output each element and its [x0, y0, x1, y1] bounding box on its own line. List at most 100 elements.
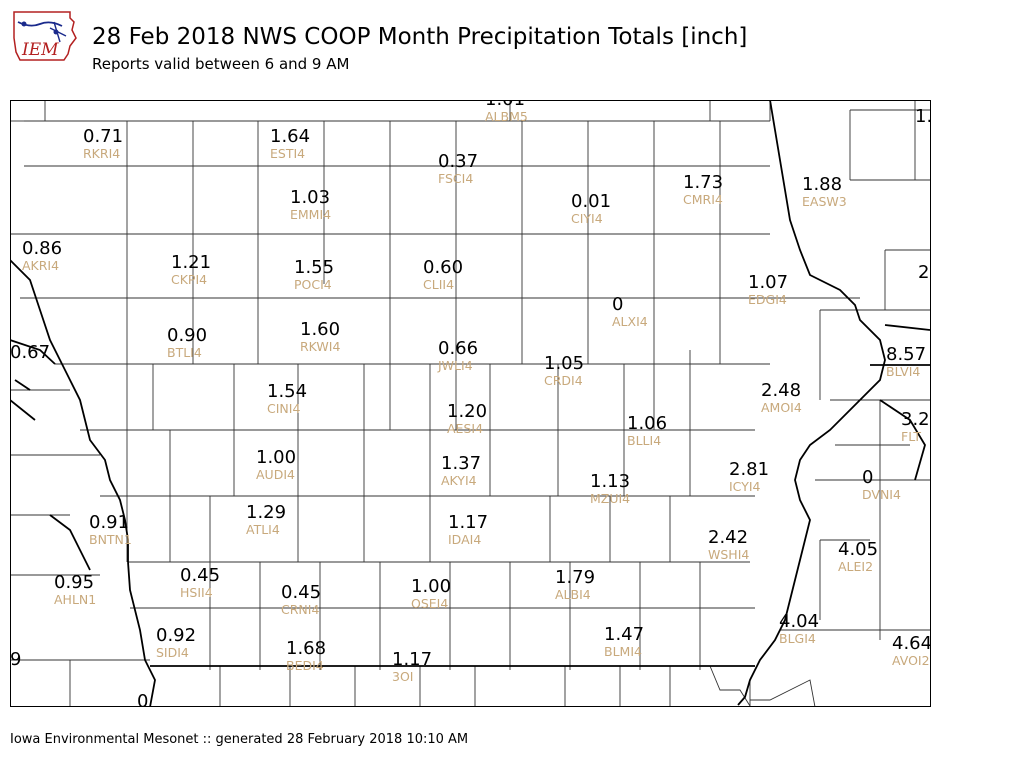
station-id: MZUI4 — [590, 491, 630, 506]
station-id: BLLI4 — [627, 433, 661, 448]
station-id: OSEI4 — [411, 596, 448, 611]
station-value: 0 — [137, 691, 148, 707]
station-id: ALXI4 — [612, 314, 648, 329]
station-value: 1.00 — [411, 576, 451, 597]
station-value: 1.60 — [300, 319, 340, 340]
station-value: 1.54 — [267, 381, 307, 402]
station-value: 1.06 — [627, 413, 667, 434]
station-value: 1.00 — [256, 447, 296, 468]
state-boundaries — [9, 99, 931, 708]
station-value: 1.20 — [447, 401, 487, 422]
station-id: BEDI4 — [286, 658, 324, 673]
station-id: EASW3 — [802, 194, 847, 209]
station-value: 0.90 — [167, 325, 207, 346]
station-value: 1.68 — [286, 638, 326, 659]
station-value: 1.64 — [270, 126, 310, 147]
station-id: BLVI4 — [886, 364, 920, 379]
station-value: 1.88 — [802, 174, 842, 195]
station-id: CINI4 — [267, 401, 300, 416]
station-id: AHLN1 — [54, 592, 96, 607]
station-value: 4.05 — [838, 539, 878, 560]
station-value: 8.57 — [886, 344, 926, 365]
station-id: AESI4 — [447, 421, 483, 436]
station-id: JWLI4 — [437, 358, 473, 373]
station-value: 0.92 — [156, 625, 196, 646]
station-value: 1.55 — [294, 257, 334, 278]
map-title: 28 Feb 2018 NWS COOP Month Precipitation… — [92, 24, 748, 50]
station-id: BNTN1 — [89, 532, 132, 547]
station-value: 0.91 — [89, 512, 129, 533]
station-value: 0.01 — [571, 191, 611, 212]
station-value: 1.05 — [544, 353, 584, 374]
station-value: 1.13 — [590, 471, 630, 492]
station-value: 0 — [862, 467, 873, 488]
station-value: 2.42 — [708, 527, 748, 548]
station-value: 0.67 — [10, 342, 50, 363]
station-id: CRNI4 — [281, 602, 319, 617]
station-id: ESTI4 — [270, 146, 305, 161]
station-id: CIYI4 — [571, 211, 603, 226]
station-value: 0.86 — [22, 238, 62, 259]
iem-logo: IEM — [10, 8, 78, 66]
station-id: AMOI4 — [761, 400, 802, 415]
station-id: FSCI4 — [438, 171, 473, 186]
station-value: 1.17 — [392, 649, 432, 670]
station-value: 1.17 — [448, 512, 488, 533]
county-boundaries — [10, 100, 930, 708]
station-id: AVOI2 — [892, 653, 930, 668]
station-value: 4.64 — [892, 633, 931, 654]
footer-credit: Iowa Environmental Mesonet :: generated … — [10, 732, 469, 747]
station-value: 1.73 — [683, 172, 723, 193]
station-value: 2.81 — [729, 459, 769, 480]
station-id: EMMI4 — [290, 207, 331, 222]
station-id: CKPI4 — [171, 272, 207, 287]
station-value: 0.95 — [54, 572, 94, 593]
station-value: 2 — [918, 262, 929, 283]
station-id: AKRI4 — [22, 258, 59, 273]
station-value: 1.7 — [915, 106, 931, 127]
station-id: WSHI4 — [708, 547, 749, 562]
station-id: RKRI4 — [83, 146, 120, 161]
station-value: 1.07 — [748, 272, 788, 293]
station-value: 1.47 — [604, 624, 644, 645]
station-value: 1.79 — [555, 567, 595, 588]
station-id: 3OI — [392, 669, 413, 684]
station-id: RKWI4 — [300, 339, 340, 354]
station-value: 0.45 — [180, 565, 220, 586]
logo-text: IEM — [21, 40, 59, 60]
station-value: 3.27 — [901, 409, 931, 430]
station-id: BTLI4 — [167, 345, 202, 360]
precipitation-map: 1.01ALBM51.70.71RKRI41.64ESTI40.37FSCI41… — [9, 89, 944, 712]
station-value: 1.29 — [246, 502, 286, 523]
station-id: ALBI4 — [555, 587, 591, 602]
station-value: 0.45 — [281, 582, 321, 603]
station-id: CRDI4 — [544, 373, 583, 388]
station-value: 0.60 — [423, 257, 463, 278]
station-value: 0.37 — [438, 151, 478, 172]
station-id: POCI4 — [294, 277, 332, 292]
station-id: ALEI2 — [838, 559, 873, 574]
station-value: 4.04 — [779, 611, 819, 632]
map-subtitle: Reports valid between 6 and 9 AM — [92, 55, 350, 73]
station-value: 1.03 — [290, 187, 330, 208]
station-value: 0.71 — [83, 126, 123, 147]
station-id: AKYI4 — [441, 473, 477, 488]
station-id: BLMI4 — [604, 644, 642, 659]
station-id: SIDI4 — [156, 645, 189, 660]
station-id: CLII4 — [423, 277, 454, 292]
station-id: ICYI4 — [729, 479, 761, 494]
station-value: 1.37 — [441, 453, 481, 474]
station-id: ATLI4 — [246, 522, 280, 537]
station-value: 1.21 — [171, 252, 211, 273]
station-id: HSII4 — [180, 585, 213, 600]
station-value: 0 — [612, 294, 623, 315]
station-id: DVNI4 — [862, 487, 901, 502]
station-id: IDAI4 — [448, 532, 481, 547]
station-id: ALBM5 — [485, 109, 528, 124]
station-value: 2.48 — [761, 380, 801, 401]
station-id: AUDI4 — [256, 467, 295, 482]
station-id: CMRI4 — [683, 192, 723, 207]
station-id: EDGI4 — [748, 292, 787, 307]
station-value: 0.66 — [438, 338, 478, 359]
station-id: BLGI4 — [779, 631, 816, 646]
